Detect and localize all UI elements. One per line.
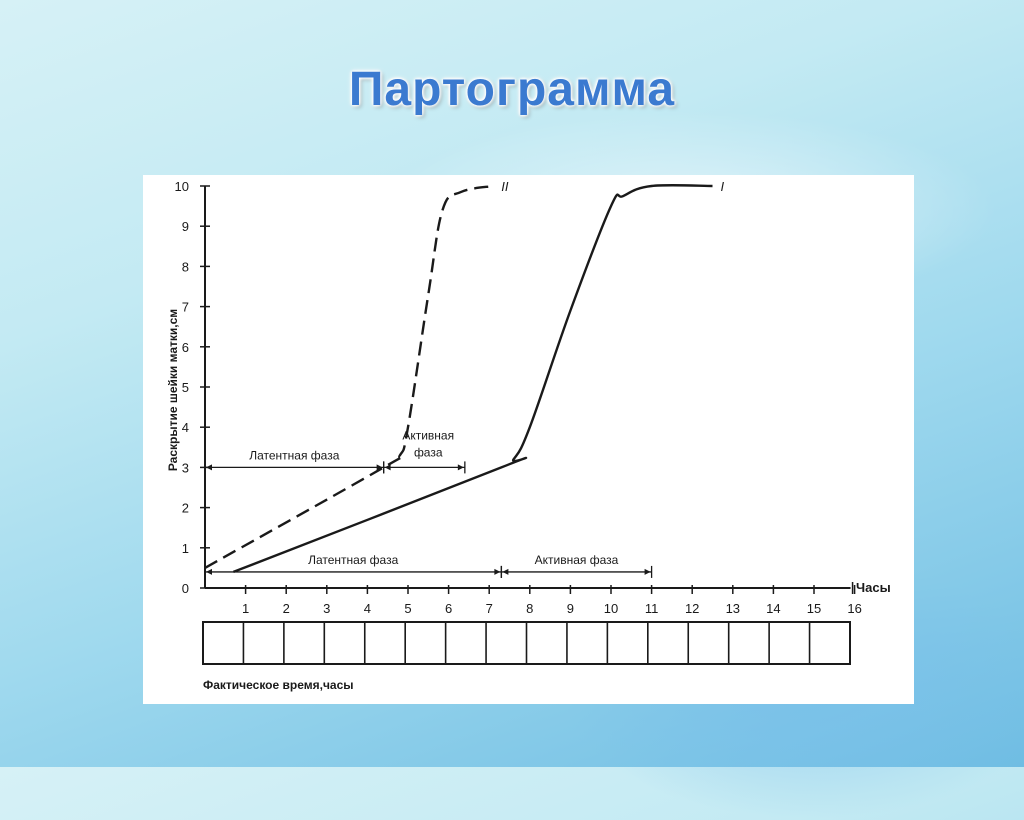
y-tick-label: 5 <box>182 380 189 395</box>
y-tick-label: 9 <box>182 219 189 234</box>
x-tick-label: 15 <box>807 601 821 616</box>
phase-label: фаза <box>414 445 443 459</box>
footer-label: Фактическое время,часы <box>203 678 354 692</box>
x-tick-label: 9 <box>567 601 574 616</box>
time-boxes <box>202 621 851 665</box>
x-tick-label: 6 <box>445 601 452 616</box>
y-axis-label: Раскрытие шейки матки,см <box>166 309 180 471</box>
y-tick-label: 7 <box>182 300 189 315</box>
x-tick-label: 3 <box>323 601 330 616</box>
x-axis-label: Часы <box>856 580 891 595</box>
arrow-head <box>376 464 383 471</box>
x-tick-label: 5 <box>404 601 411 616</box>
y-tick-label: 1 <box>182 541 189 556</box>
y-tick-label: 10 <box>175 179 189 194</box>
x-tick-label: 2 <box>283 601 290 616</box>
axes <box>204 186 854 594</box>
y-tick-label: 0 <box>182 581 189 596</box>
x-tick-label: 16 <box>847 601 861 616</box>
y-tick-label: 2 <box>182 501 189 516</box>
slide-title: Партограмма <box>348 63 676 116</box>
x-tick-label: 10 <box>604 601 618 616</box>
phase-label: Латентная фаза <box>308 553 398 567</box>
arrow-head <box>206 464 212 471</box>
y-tick-label: 3 <box>182 460 189 475</box>
phase-label: Латентная фаза <box>249 448 339 462</box>
arrow-head <box>457 464 464 471</box>
x-tick-label: 4 <box>364 601 371 616</box>
arrow-head <box>502 568 509 575</box>
series-line-i <box>232 184 713 574</box>
chart-panel: 0 1 2 3 4 5 6 7 8 9 10 1 2 3 4 5 6 7 8 9 10 11 12 13 14 15 16 Лате… <box>143 175 914 704</box>
series-lines: III <box>204 179 725 574</box>
arrow-head <box>494 568 501 575</box>
phase-label: Активная фаза <box>535 553 619 567</box>
x-tick-label: 11 <box>645 601 659 616</box>
series-label: II <box>501 179 509 194</box>
arrow-head <box>384 464 391 471</box>
x-tick-label: 8 <box>526 601 533 616</box>
y-tick-label: 4 <box>182 420 189 435</box>
arrow-head <box>206 568 212 575</box>
y-tick-label: 8 <box>182 259 189 274</box>
x-tick-label: 12 <box>685 601 699 616</box>
phase-annotations: Латентная фаза Активная фаза Латентная фаза… <box>205 428 653 578</box>
x-tick-label: 13 <box>726 601 740 616</box>
x-tick-label: 7 <box>486 601 493 616</box>
series-label: I <box>721 179 725 194</box>
arrow-head <box>644 568 651 575</box>
series-line-ii <box>204 184 494 569</box>
x-tick-label: 1 <box>242 601 249 616</box>
y-tick-label: 6 <box>182 340 189 355</box>
phase-label: Активная <box>402 428 454 442</box>
x-tick-label: 14 <box>766 601 780 616</box>
